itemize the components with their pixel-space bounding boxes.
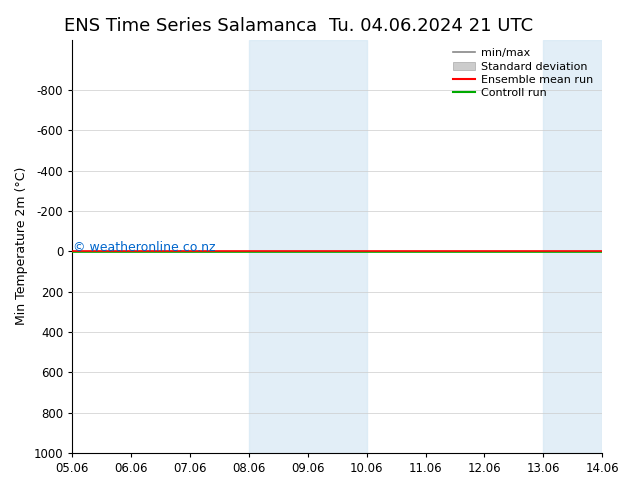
Y-axis label: Min Temperature 2m (°C): Min Temperature 2m (°C) — [15, 167, 28, 325]
Text: © weatheronline.co.nz: © weatheronline.co.nz — [74, 241, 216, 254]
Text: Tu. 04.06.2024 21 UTC: Tu. 04.06.2024 21 UTC — [329, 17, 533, 35]
Bar — [249, 40, 366, 453]
Bar — [543, 40, 602, 453]
Legend: min/max, Standard deviation, Ensemble mean run, Controll run: min/max, Standard deviation, Ensemble me… — [450, 45, 597, 102]
Text: ENS Time Series Salamanca: ENS Time Series Salamanca — [63, 17, 317, 35]
